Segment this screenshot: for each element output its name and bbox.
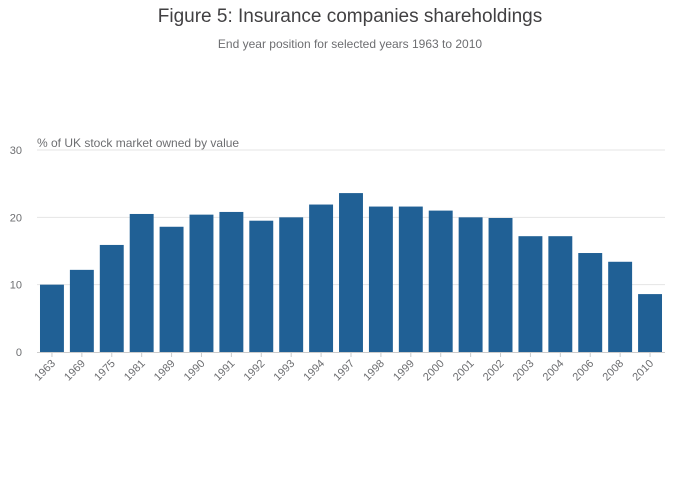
x-tick-label-2001: 2001	[451, 358, 477, 384]
x-tick-label-1994: 1994	[301, 358, 327, 384]
y-tick-label-0: 0	[16, 347, 22, 359]
bar-2010	[638, 294, 663, 352]
bar-2008	[608, 261, 633, 352]
x-tick-label-2008: 2008	[600, 358, 626, 384]
y-tick-label-20: 20	[10, 212, 22, 224]
bar-1998	[368, 206, 393, 352]
bars	[39, 193, 663, 352]
x-tick-label-1998: 1998	[361, 358, 387, 384]
bar-1975	[99, 244, 124, 352]
bar-1992	[249, 220, 274, 352]
bar-1991	[219, 211, 244, 352]
x-tick-label-1997: 1997	[331, 358, 357, 384]
bar-1994	[309, 204, 334, 352]
x-tick-label-2010: 2010	[630, 358, 656, 384]
bar-1993	[279, 217, 304, 352]
bar-2002	[488, 218, 513, 352]
bar-1999	[398, 206, 423, 352]
x-tick-label-1969: 1969	[62, 358, 88, 384]
x-tick-label-1999: 1999	[391, 358, 417, 384]
bar-1990	[189, 214, 214, 352]
chart-title: Figure 5: Insurance companies shareholdi…	[157, 6, 543, 27]
bar-2004	[548, 236, 573, 352]
bar-1997	[339, 193, 363, 352]
x-tick-label-1981: 1981	[122, 358, 148, 384]
x-tick-label-2002: 2002	[481, 358, 507, 384]
x-tick-label-1975: 1975	[92, 358, 118, 384]
chart-subtitle: End year position for selected years 196…	[217, 37, 483, 51]
x-tick-label-2004: 2004	[541, 358, 567, 384]
x-tick-label-1989: 1989	[152, 358, 178, 384]
x-tick-label-2003: 2003	[511, 358, 537, 384]
bar-1969	[69, 269, 94, 352]
bar-2003	[518, 236, 543, 352]
bar-2000	[428, 210, 453, 352]
y-axis-label: % of UK stock market owned by value	[37, 136, 240, 150]
x-tick-label-2006: 2006	[571, 358, 597, 384]
x-tick-label-1963: 1963	[32, 358, 58, 384]
y-tick-labels: 0 10 20 30	[10, 145, 22, 359]
y-tick-label-10: 10	[10, 280, 22, 292]
bar-2001	[458, 217, 483, 352]
y-tick-label-30: 30	[10, 145, 22, 157]
x-tick-label-1993: 1993	[272, 358, 298, 384]
bar-1963	[39, 284, 64, 352]
bar-2006	[578, 253, 603, 352]
bar-1989	[159, 226, 184, 352]
x-tick-label-1992: 1992	[242, 358, 268, 384]
x-tick-label-1991: 1991	[212, 358, 238, 384]
x-tick-label-2000: 2000	[421, 358, 447, 384]
x-tick-label-1990: 1990	[182, 358, 208, 384]
x-axis	[37, 352, 665, 357]
bar-1981	[129, 213, 154, 352]
x-tick-labels: 1963 1969 1975 1981 1989 1990 1991 1992 1993 1994…	[32, 358, 656, 384]
